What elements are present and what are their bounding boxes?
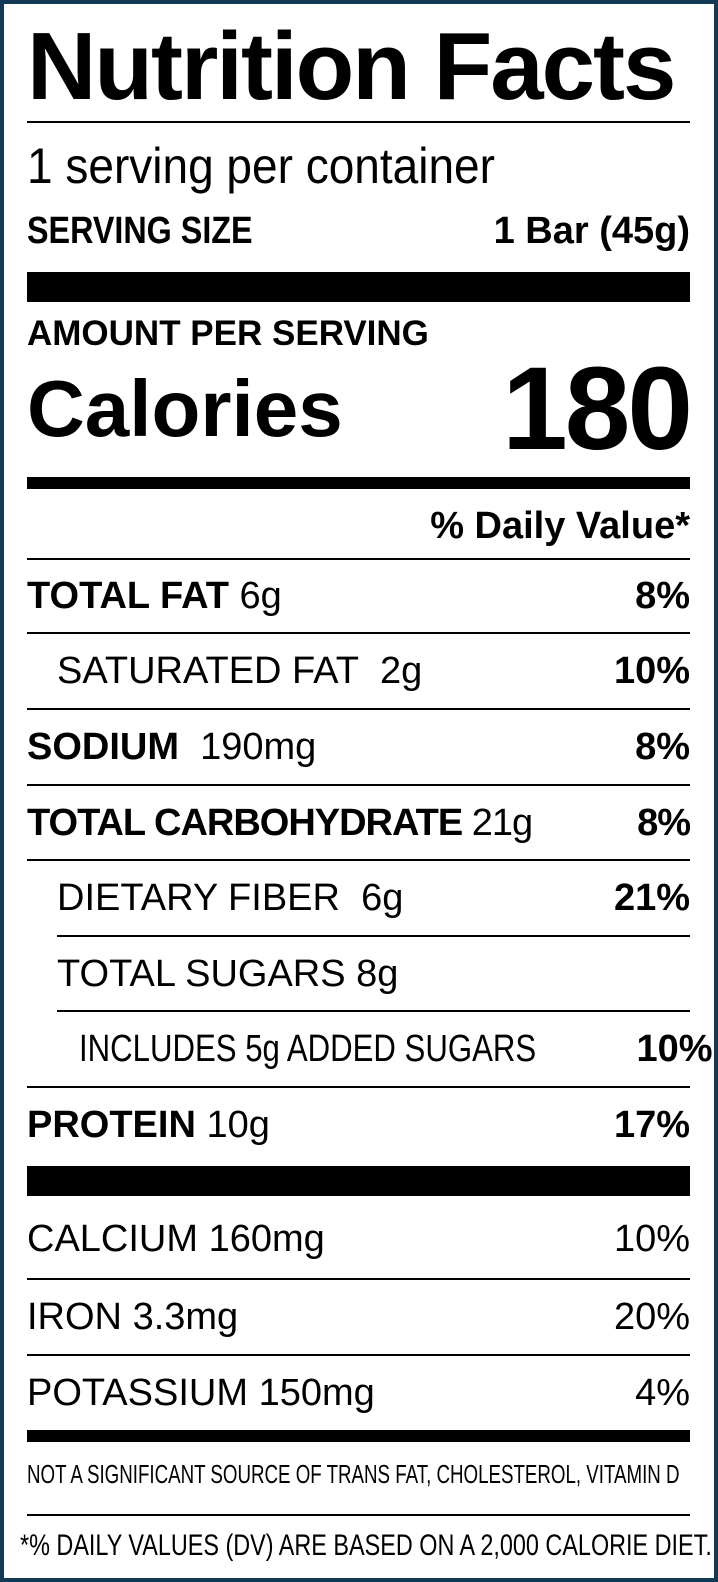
mineral-amount: 3.3mg	[132, 1295, 239, 1338]
medium-divider	[27, 477, 690, 489]
mineral-name: POTASSIUM	[27, 1371, 248, 1414]
mineral-dv: 4%	[635, 1371, 690, 1414]
nutrient-amount: 6g	[239, 574, 282, 617]
nutrient-dv: 8%	[637, 801, 691, 844]
nutrient-name: SATURATED FAT	[57, 649, 359, 692]
nutrient-dv: 10%	[613, 649, 690, 692]
daily-value-header: % Daily Value*	[430, 504, 690, 547]
nutrient-row-total-sugars: TOTAL SUGARS 8g	[27, 937, 690, 1011]
nutrient-row-saturated-fat: SATURATED FAT 2g 10%	[27, 634, 690, 708]
mineral-name: CALCIUM	[27, 1217, 199, 1260]
divider	[57, 1010, 690, 1012]
nutrient-row-total-fat: TOTAL FAT 6g 8%	[27, 560, 690, 632]
mineral-row-calcium: CALCIUM 160mg 10%	[27, 1200, 690, 1278]
nutrient-dv: 8%	[635, 725, 690, 768]
divider	[27, 121, 690, 123]
mineral-dv: 20%	[613, 1295, 690, 1338]
mineral-dv: 10%	[613, 1217, 690, 1260]
nutrient-name: SODIUM	[27, 725, 179, 768]
nutrient-dv: 8%	[635, 574, 690, 617]
nutrient-name: TOTAL FAT	[27, 574, 229, 617]
serving-size-row: SERVING SIZE 1 Bar (45g)	[27, 206, 690, 256]
mineral-amount: 160mg	[208, 1217, 325, 1260]
calories-label: Calories	[27, 364, 343, 453]
nutrient-row-sodium: SODIUM 190mg 8%	[27, 710, 690, 784]
nutrient-row-total-carbohydrate: TOTAL CARBOHYDRATE 21g 8%	[27, 786, 691, 860]
serving-size-value: 1 Bar (45g)	[493, 209, 690, 252]
nutrient-dv: 21%	[613, 876, 690, 919]
nutrient-name: INCLUDES 5g ADDED SUGARS	[79, 1027, 537, 1070]
mineral-name: IRON	[27, 1295, 122, 1338]
label-title: Nutrition Facts	[27, 13, 676, 120]
thick-divider	[27, 272, 690, 302]
mineral-row-potassium: POTASSIUM 150mg 4%	[27, 1356, 690, 1430]
footnote-not-significant: NOT A SIGNIFICANT SOURCE OF TRANS FAT, C…	[27, 1456, 690, 1492]
footnote-daily-value: *% DAILY VALUES (DV) ARE BASED ON A 2,00…	[20, 1526, 712, 1566]
divider	[27, 1086, 690, 1088]
nutrient-name: TOTAL CARBOHYDRATE	[27, 801, 463, 844]
mineral-row-iron: IRON 3.3mg 20%	[27, 1280, 690, 1354]
calories-value: 180	[502, 343, 693, 475]
serving-size-label: SERVING SIZE	[27, 209, 253, 252]
nutrient-row-dietary-fiber: DIETARY FIBER 6g 21%	[27, 861, 690, 935]
nutrient-row-protein: PROTEIN 10g 17%	[27, 1088, 690, 1162]
divider	[57, 935, 690, 937]
nutrient-amount: 190mg	[200, 725, 317, 768]
nutrient-row-added-sugars: INCLUDES 5g ADDED SUGARS 10%	[27, 1012, 713, 1086]
amount-per-serving: AMOUNT PER SERVING	[27, 314, 429, 353]
servings-per-container: 1 serving per container	[27, 138, 495, 194]
footnote-not-significant-text: NOT A SIGNIFICANT SOURCE OF TRANS FAT, C…	[27, 1459, 680, 1489]
nutrient-amount: 8g	[356, 952, 399, 995]
nutrient-dv: 10%	[636, 1027, 713, 1070]
divider	[27, 708, 690, 710]
calories-row: Calories 180	[27, 343, 693, 475]
nutrient-name: DIETARY FIBER	[57, 876, 340, 919]
nutrient-dv: 17%	[613, 1103, 690, 1146]
nutrient-name: PROTEIN	[27, 1103, 196, 1146]
divider	[27, 558, 690, 560]
nutrient-amount: 6g	[361, 876, 404, 919]
divider	[27, 632, 690, 634]
footnote-daily-value-text: *% DAILY VALUES (DV) ARE BASED ON A 2,00…	[20, 1529, 712, 1562]
divider	[27, 784, 690, 786]
nutrient-amount: 10g	[206, 1103, 270, 1146]
nutrient-amount: 2g	[380, 649, 423, 692]
nutrient-amount: 21g	[471, 801, 533, 844]
thick-divider	[27, 1166, 690, 1196]
divider	[27, 859, 690, 861]
mineral-amount: 150mg	[258, 1371, 375, 1414]
divider	[27, 1354, 690, 1356]
nutrient-name: TOTAL SUGARS	[57, 952, 346, 995]
divider	[27, 1514, 690, 1516]
medium-divider	[27, 1430, 690, 1442]
divider	[27, 1278, 690, 1280]
